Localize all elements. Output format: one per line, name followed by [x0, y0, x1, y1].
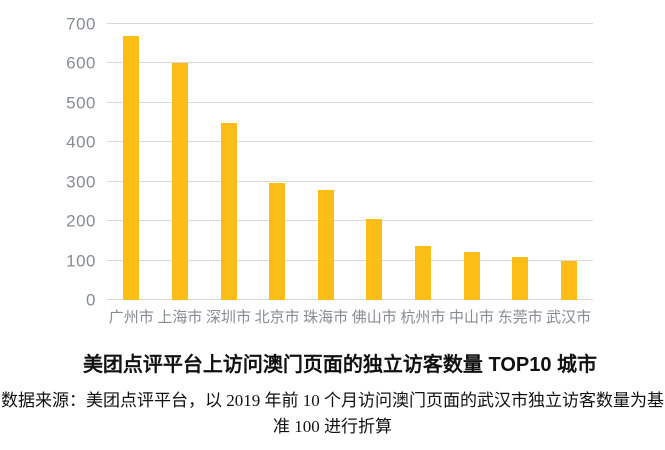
gridline-y-700 [107, 23, 593, 24]
x-tick-label-9: 东莞市 [497, 309, 543, 326]
x-tick-label-2: 上海市 [157, 309, 203, 326]
x-tick-label-1: 广州市 [108, 309, 154, 326]
gridline-y-0 [107, 299, 593, 300]
y-tick-label-600: 600 [66, 53, 96, 73]
bar-3 [220, 122, 237, 300]
bar-1 [123, 35, 140, 300]
x-tick-label-7: 杭州市 [400, 309, 446, 326]
y-tick-label-400: 400 [66, 132, 96, 152]
source-note-line-2: 准 100 进行折算 [273, 417, 392, 436]
source-note-line-1: 数据来源：美团点评平台，以 2019 年前 10 个月访问澳门页面的武汉市独立访… [1, 391, 664, 410]
bar-6 [366, 218, 383, 300]
gridline-y-500 [107, 101, 593, 103]
gridline-y-600 [107, 62, 593, 64]
x-tick-label-10: 武汉市 [546, 309, 592, 326]
x-tick-label-5: 珠海市 [303, 309, 349, 326]
gridline-y-300 [107, 180, 593, 182]
y-tick-label-700: 700 [66, 14, 96, 34]
gridline-y-400 [107, 141, 593, 143]
bar-4 [269, 182, 286, 300]
y-tick-label-200: 200 [66, 211, 96, 231]
bar-7 [414, 246, 431, 300]
bar-2 [171, 63, 188, 300]
x-tick-label-3: 深圳市 [205, 309, 252, 326]
plot-area [107, 23, 593, 300]
x-tick-label-8: 中山市 [448, 309, 495, 326]
x-tick-label-6: 佛山市 [351, 309, 397, 326]
x-axis: 广州市 上海市 深圳市 北京市 珠海市 佛山市 杭州市 中山市 东莞市 武汉市 [107, 306, 593, 326]
y-tick-label-100: 100 [66, 251, 96, 271]
x-tick-label-4: 北京市 [254, 309, 300, 326]
bar-10 [560, 260, 577, 300]
bar-8 [463, 251, 480, 300]
bar-9 [512, 256, 529, 300]
gridline-y-200 [107, 220, 593, 222]
y-tick-label-300: 300 [66, 172, 96, 192]
bar-5 [317, 190, 334, 300]
y-tick-label-0: 0 [86, 290, 96, 310]
source-note: 数据来源：美团点评平台，以 2019 年前 10 个月访问澳门页面的武汉市独立访… [0, 388, 665, 440]
gridline-y-100 [107, 259, 593, 261]
y-tick-label-500: 500 [66, 93, 96, 113]
y-axis: 0 100 200 300 400 500 600 700 [0, 16, 96, 309]
chart-title: 美团点评平台上访问澳门页面的独立访客数量 TOP10 城市 [82, 354, 598, 376]
